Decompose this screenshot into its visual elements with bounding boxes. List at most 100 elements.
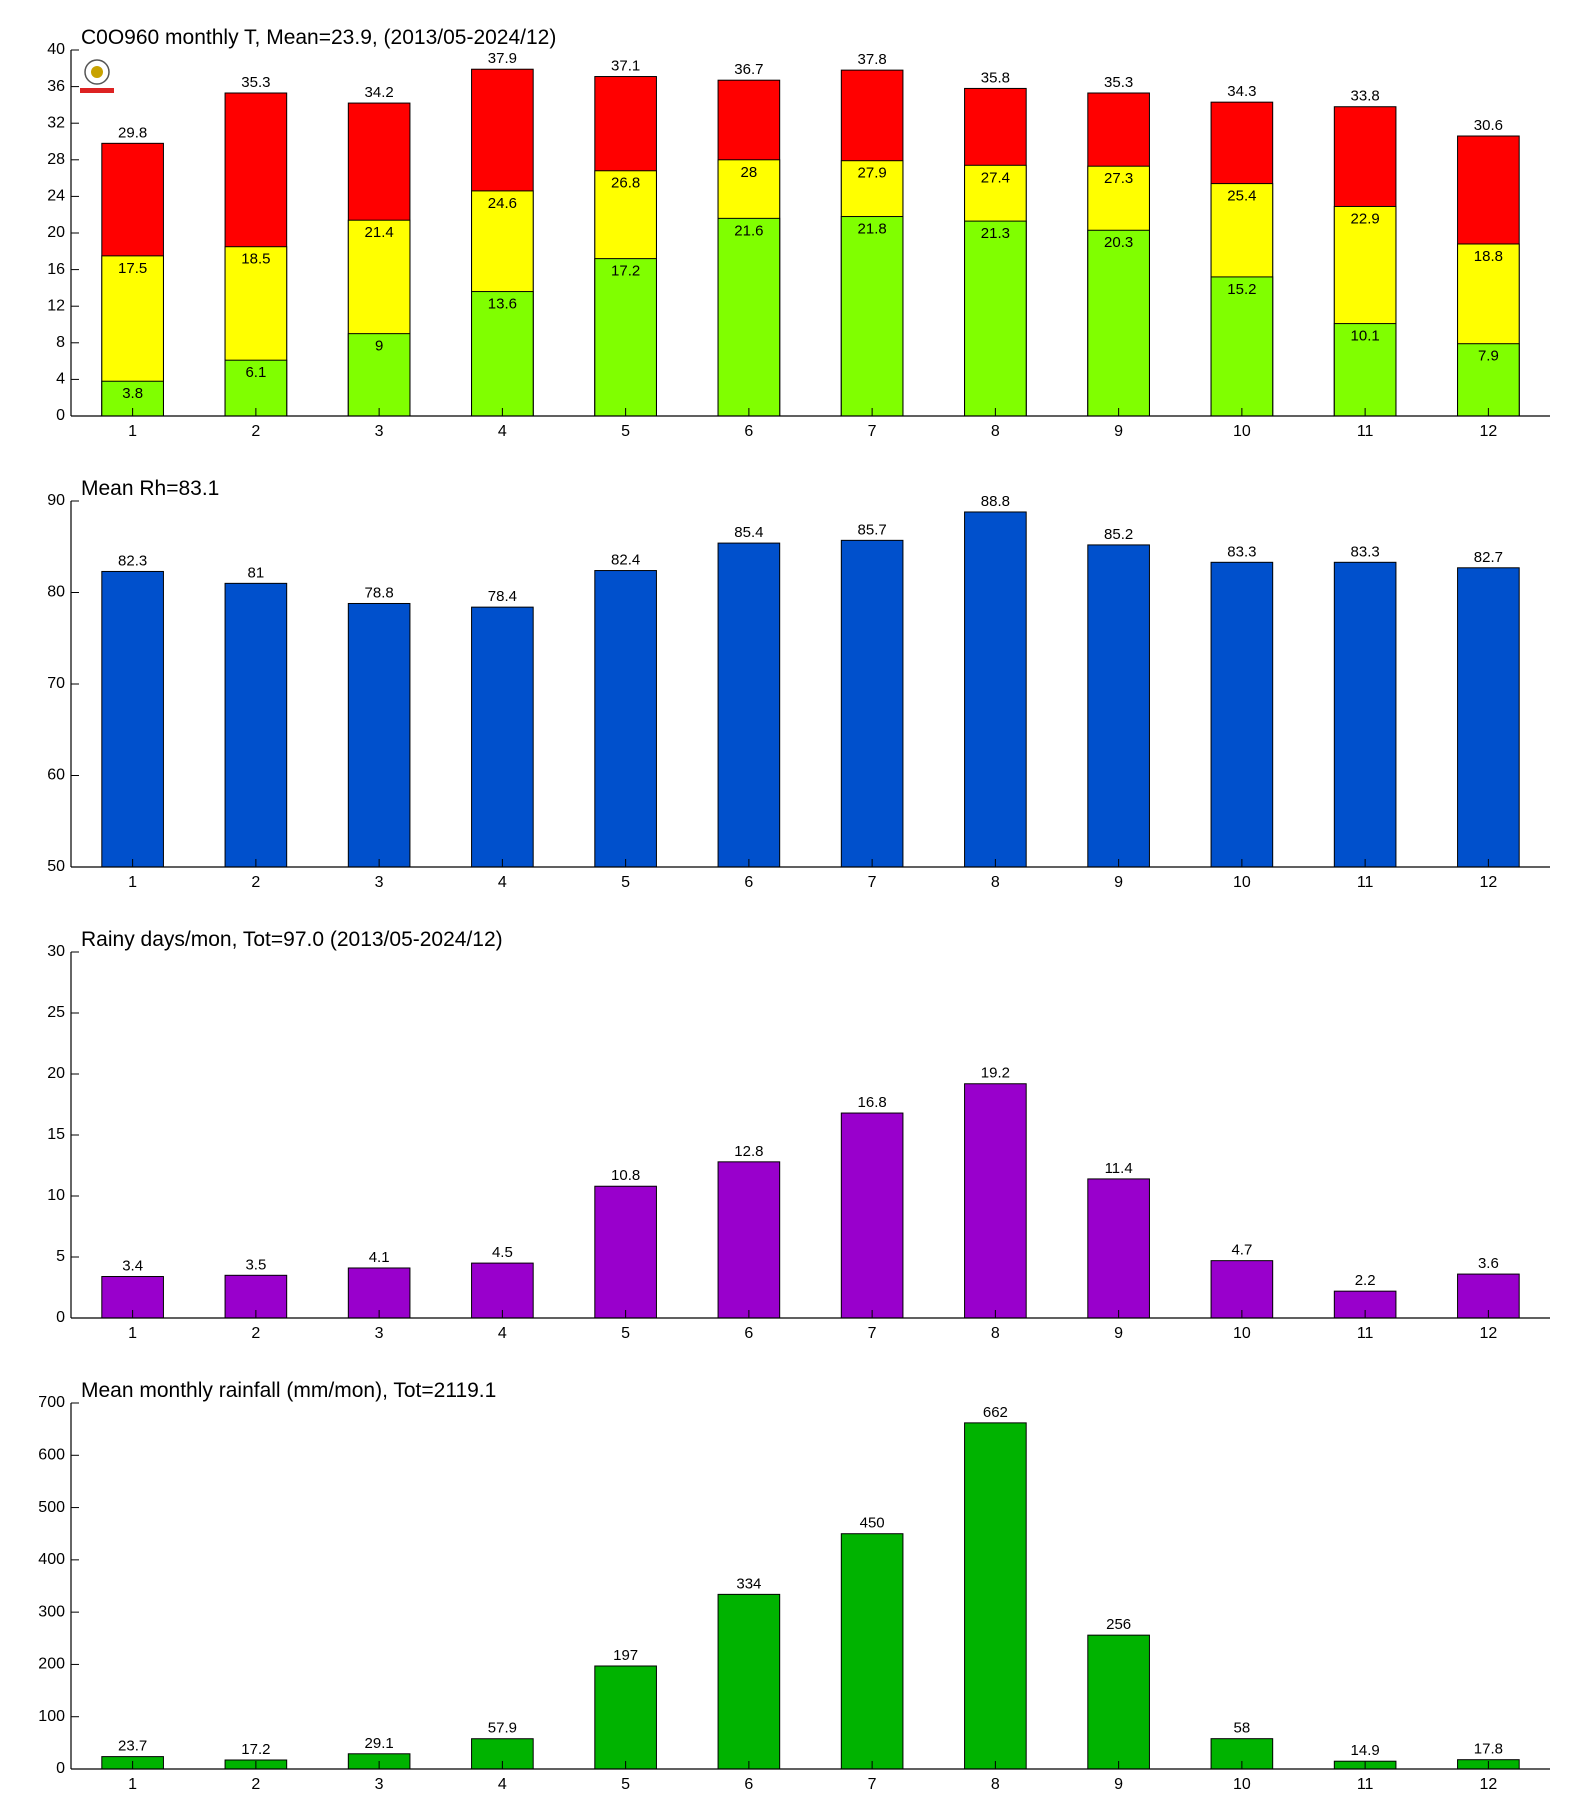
- data-label: 35.8: [981, 69, 1010, 86]
- bar: [471, 1262, 534, 1319]
- x-tick-label: 7: [868, 874, 877, 891]
- data-label: 18.8: [1474, 248, 1503, 265]
- data-label: 10.8: [611, 1167, 640, 1184]
- x-tick-label: 12: [1479, 1776, 1497, 1793]
- bar: [717, 1593, 781, 1770]
- x-tick-label: 5: [621, 1325, 630, 1342]
- data-label: 22.9: [1351, 210, 1380, 227]
- data-label: 33.8: [1351, 88, 1380, 105]
- bar: [1087, 1634, 1150, 1770]
- x-tick-label: 3: [375, 1776, 384, 1793]
- x-tick-label: 7: [868, 1776, 877, 1793]
- y-tick-label: 12: [47, 297, 65, 314]
- y-tick-label: 24: [47, 188, 65, 205]
- x-tick-label: 2: [251, 1325, 260, 1342]
- data-label: 197: [613, 1647, 638, 1664]
- x-tick-label: 1: [128, 1776, 137, 1793]
- data-label: 37.8: [858, 51, 887, 68]
- x-tick-label: 11: [1357, 1325, 1374, 1342]
- data-label: 21.4: [365, 224, 394, 241]
- x-tick-label: 9: [1114, 423, 1123, 440]
- y-tick-label: 16: [47, 261, 65, 278]
- x-tick-label: 5: [621, 423, 630, 440]
- y-tick-label: 500: [38, 1499, 65, 1516]
- x-tick-label: 11: [1357, 874, 1374, 891]
- chart-title: Rainy days/mon, Tot=97.0 (2013/05-2024/1…: [81, 928, 503, 951]
- data-label: 82.7: [1474, 549, 1503, 566]
- logo: [80, 59, 114, 93]
- chart-title: C0O960 monthly T, Mean=23.9, (2013/05-20…: [81, 26, 556, 49]
- y-tick-label: 100: [38, 1708, 65, 1725]
- x-tick-label: 8: [991, 1776, 1000, 1793]
- data-label: 21.8: [858, 220, 887, 237]
- data-label: 37.1: [611, 58, 640, 75]
- data-label: 256: [1106, 1616, 1131, 1633]
- y-tick-label: 70: [47, 675, 65, 692]
- bar: [347, 602, 411, 868]
- data-label: 27.3: [1104, 170, 1133, 187]
- x-tick-label: 5: [621, 1776, 630, 1793]
- bar: [840, 1533, 904, 1770]
- x-tick-label: 11: [1357, 1776, 1374, 1793]
- x-tick-label: 12: [1479, 423, 1497, 440]
- data-label: 85.2: [1104, 526, 1133, 543]
- y-tick-label: 10: [47, 1187, 65, 1204]
- data-label: 34.2: [365, 84, 394, 101]
- y-tick-label: 40: [47, 41, 65, 58]
- data-label: 13.6: [488, 296, 517, 313]
- data-label: 29.8: [118, 124, 147, 141]
- y-tick-label: 20: [47, 224, 65, 241]
- bar: [1210, 1260, 1274, 1319]
- x-tick-label: 6: [744, 1776, 753, 1793]
- data-label: 20.3: [1104, 234, 1133, 251]
- x-tick-label: 10: [1233, 423, 1251, 440]
- y-tick-label: 700: [38, 1394, 65, 1411]
- data-label: 14.9: [1351, 1742, 1380, 1759]
- bar: [347, 1267, 411, 1319]
- bar: [1087, 229, 1150, 417]
- data-label: 662: [983, 1404, 1008, 1421]
- x-tick-label: 7: [868, 1325, 877, 1342]
- bar: [1457, 567, 1520, 868]
- y-tick-label: 32: [47, 114, 65, 131]
- data-label: 29.1: [365, 1735, 394, 1752]
- data-label: 23.7: [118, 1738, 147, 1755]
- y-tick-label: 0: [56, 1309, 65, 1326]
- data-label: 57.9: [488, 1720, 517, 1737]
- data-label: 83.3: [1351, 543, 1380, 560]
- y-tick-label: 90: [47, 492, 65, 509]
- bar: [1333, 561, 1397, 868]
- data-label: 17.8: [1474, 1741, 1503, 1758]
- x-tick-label: 6: [744, 874, 753, 891]
- bar: [840, 1112, 904, 1319]
- y-tick-label: 0: [56, 1760, 65, 1777]
- x-tick-label: 2: [251, 874, 260, 891]
- bar: [224, 582, 288, 868]
- y-tick-label: 15: [47, 1126, 65, 1143]
- data-label: 6.1: [245, 364, 266, 381]
- data-label: 9: [375, 338, 383, 355]
- bar: [840, 539, 904, 868]
- data-label: 12.8: [734, 1143, 763, 1160]
- bar: [101, 570, 164, 868]
- x-tick-label: 1: [128, 423, 137, 440]
- x-tick-label: 1: [128, 874, 137, 891]
- data-label: 16.8: [858, 1094, 887, 1111]
- bar: [717, 1161, 781, 1319]
- x-tick-label: 4: [498, 874, 507, 891]
- x-tick-label: 10: [1233, 874, 1251, 891]
- x-tick-label: 4: [498, 1325, 507, 1342]
- data-label: 3.8: [122, 385, 143, 402]
- data-label: 36.7: [734, 61, 763, 78]
- x-tick-label: 5: [621, 874, 630, 891]
- bar: [1333, 323, 1397, 417]
- bar: [347, 333, 411, 417]
- y-tick-label: 8: [56, 334, 65, 351]
- bar: [1210, 561, 1274, 868]
- x-tick-label: 1: [128, 1325, 137, 1342]
- bar: [594, 570, 657, 868]
- data-label: 24.6: [488, 195, 517, 212]
- x-tick-label: 3: [375, 423, 384, 440]
- data-label: 4.7: [1231, 1242, 1252, 1259]
- bar: [594, 1665, 657, 1770]
